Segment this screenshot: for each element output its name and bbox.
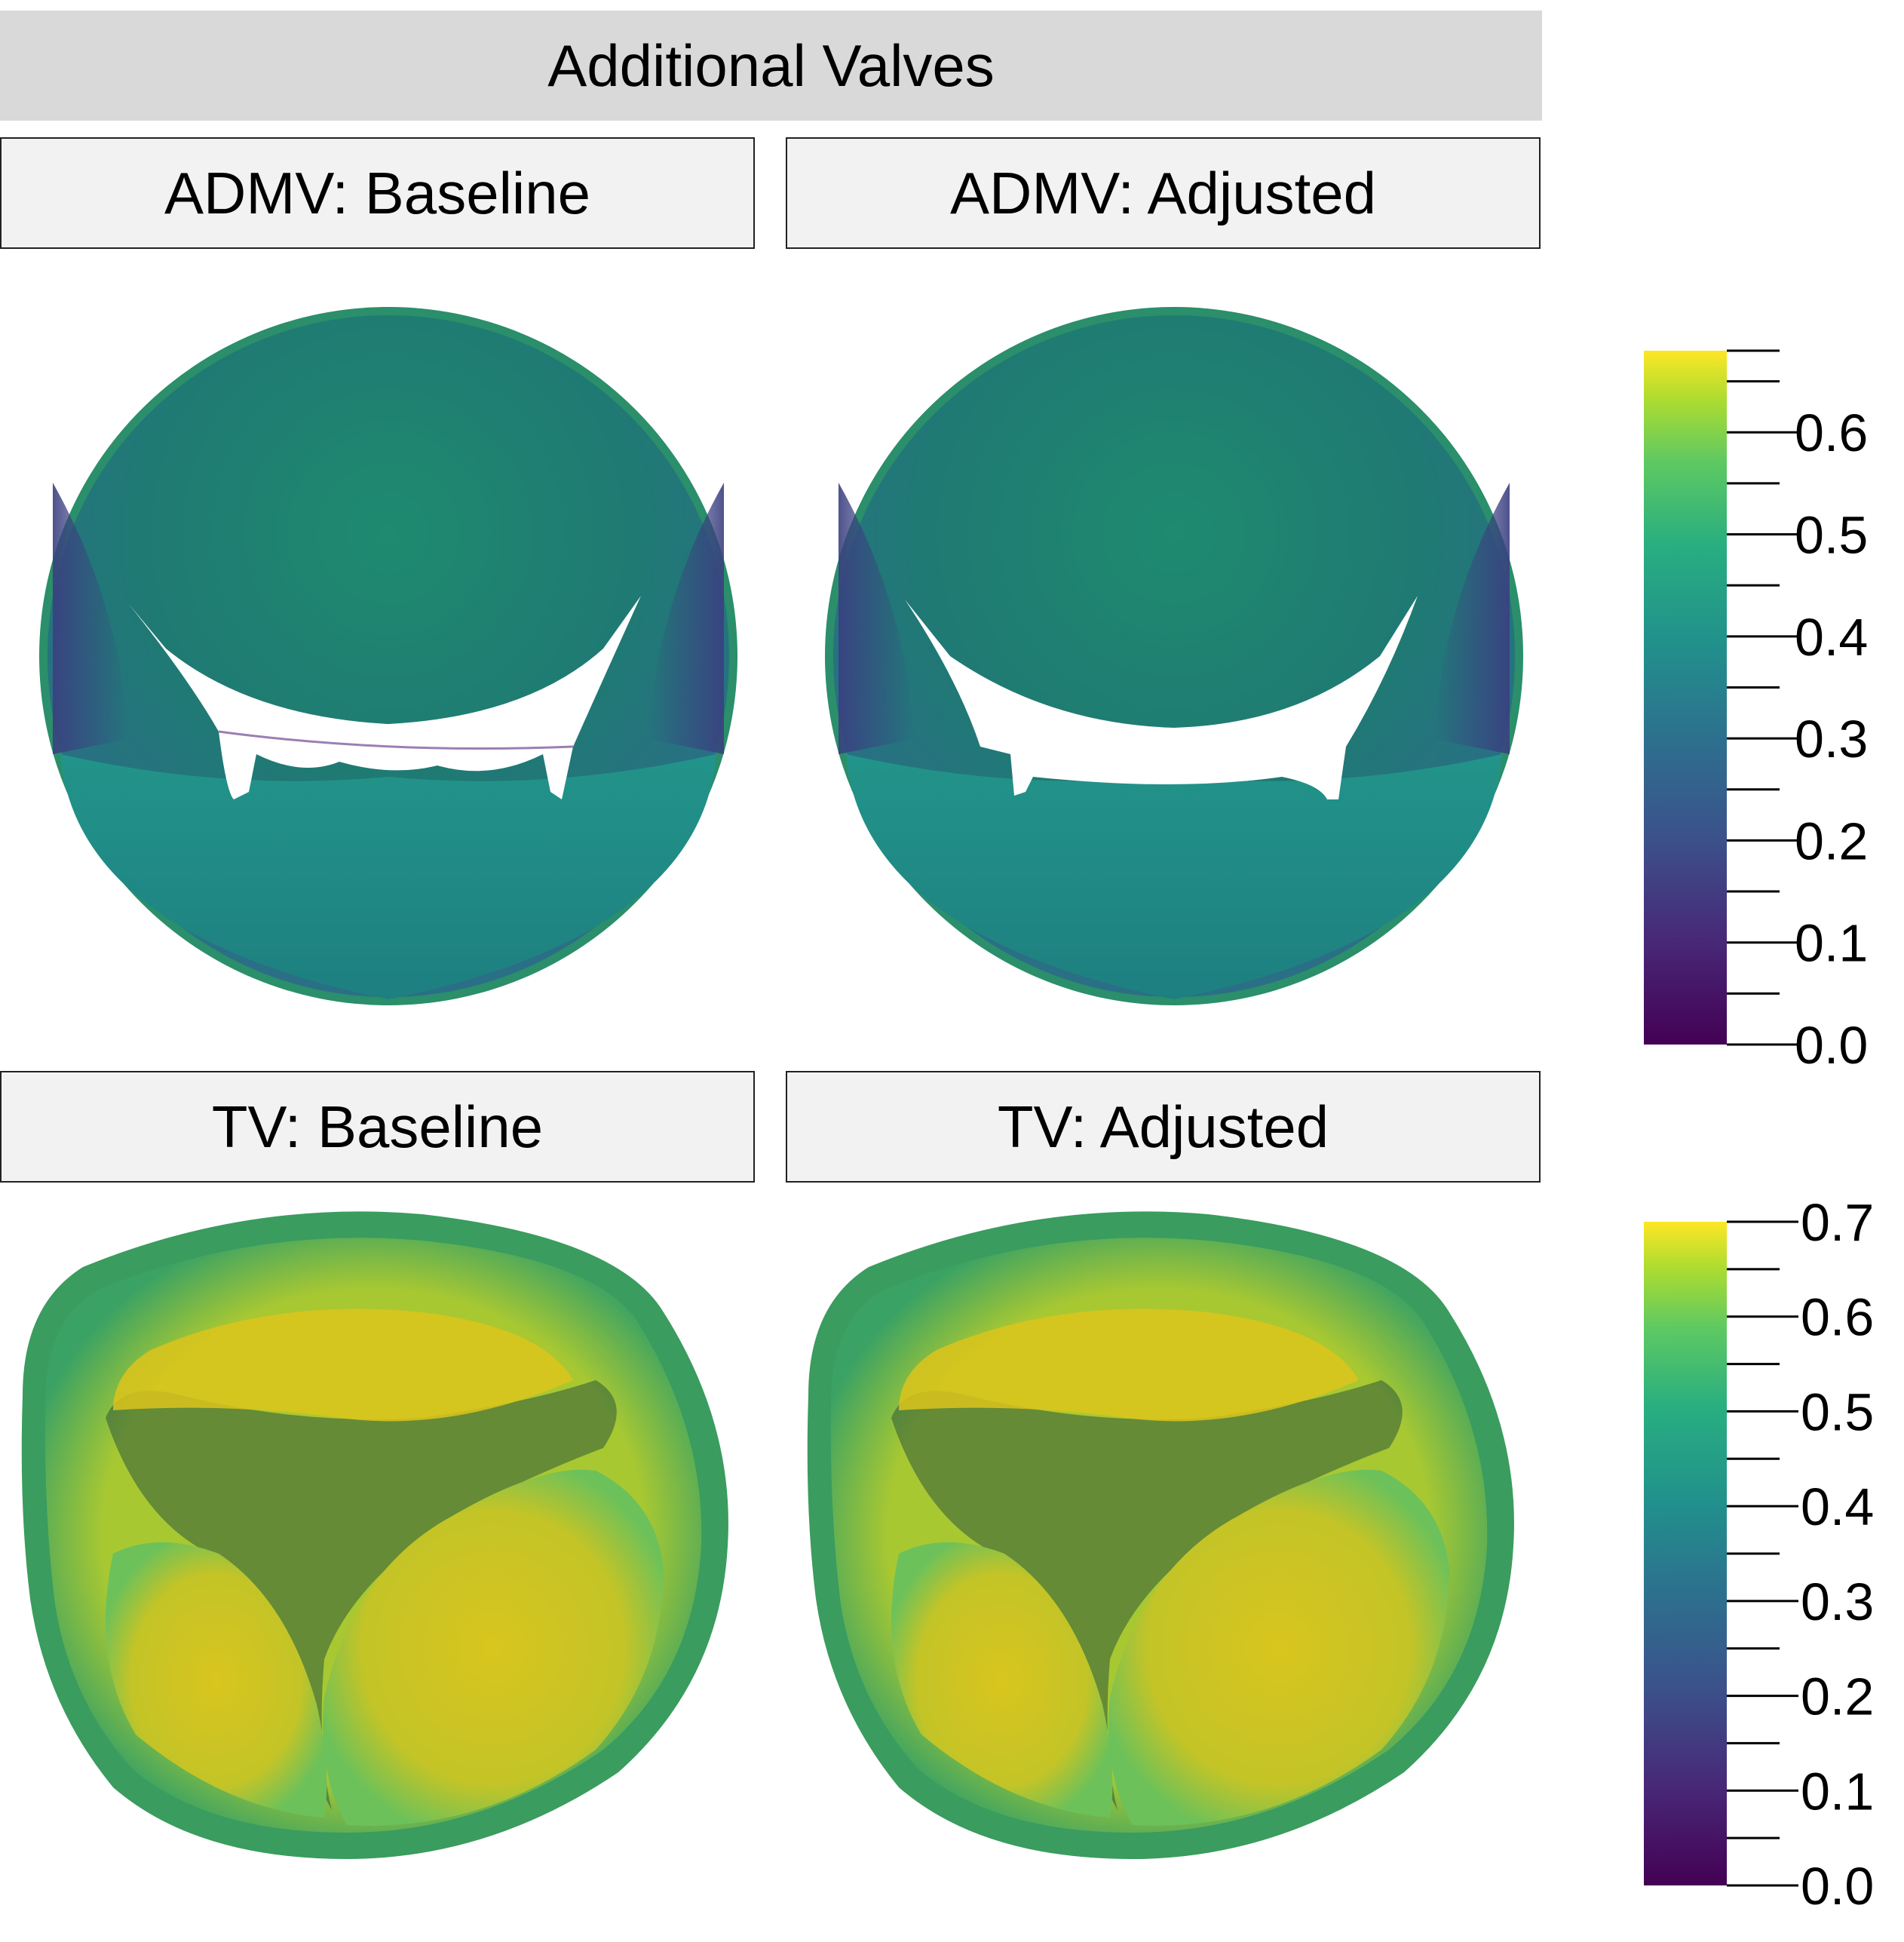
colorbar-tv-tick-label: 0.7	[1801, 1193, 1874, 1252]
colorbar-admv-tick-label: 0.4	[1795, 608, 1868, 667]
colorbar-tv-tick-label: 0.2	[1801, 1667, 1874, 1726]
admv-adjusted-image	[825, 307, 1523, 1005]
tv-baseline-image	[21, 1211, 728, 1859]
colorbar-tv: 0.0 0.1 0.2 0.3 0.4 0.5 0.6 0.7	[1644, 1193, 1874, 1916]
colorbar-tv-tick-label: 0.0	[1801, 1857, 1874, 1916]
colorbar-admv-tick-label: 0.5	[1795, 506, 1868, 565]
colorbar-tv-tick-label: 0.3	[1801, 1572, 1874, 1631]
colorbar-tv-bar	[1644, 1222, 1727, 1885]
colorbar-admv-bar	[1644, 351, 1727, 1045]
tv-adjusted-image	[807, 1211, 1514, 1859]
colorbar-admv: 0.0 0.1 0.2 0.3 0.4 0.5 0.6	[1644, 349, 1868, 1075]
colorbar-tv-tick-label: 0.5	[1801, 1382, 1874, 1441]
colorbar-tv-tick-label: 0.4	[1801, 1477, 1874, 1536]
colorbar-admv-tick-label: 0.1	[1795, 914, 1868, 973]
panel-title-tv-baseline: TV: Baseline	[0, 1071, 755, 1183]
colorbar-tv-tick-label: 0.6	[1801, 1288, 1874, 1347]
panel-title-tv-adjusted: TV: Adjusted	[786, 1071, 1541, 1183]
admv-baseline-image	[39, 307, 737, 1005]
figure-title: Additional Valves	[0, 11, 1542, 121]
panel-title-admv-baseline: ADMV: Baseline	[0, 137, 755, 249]
colorbar-admv-tick-label: 0.3	[1795, 710, 1868, 769]
colorbar-admv-tick-label: 0.0	[1795, 1016, 1868, 1075]
colorbar-admv-tick-label: 0.2	[1795, 811, 1868, 870]
colorbar-admv-tick-label: 0.6	[1795, 403, 1868, 462]
panel-title-admv-adjusted: ADMV: Adjusted	[786, 137, 1541, 249]
colorbar-tv-tick-label: 0.1	[1801, 1762, 1874, 1821]
